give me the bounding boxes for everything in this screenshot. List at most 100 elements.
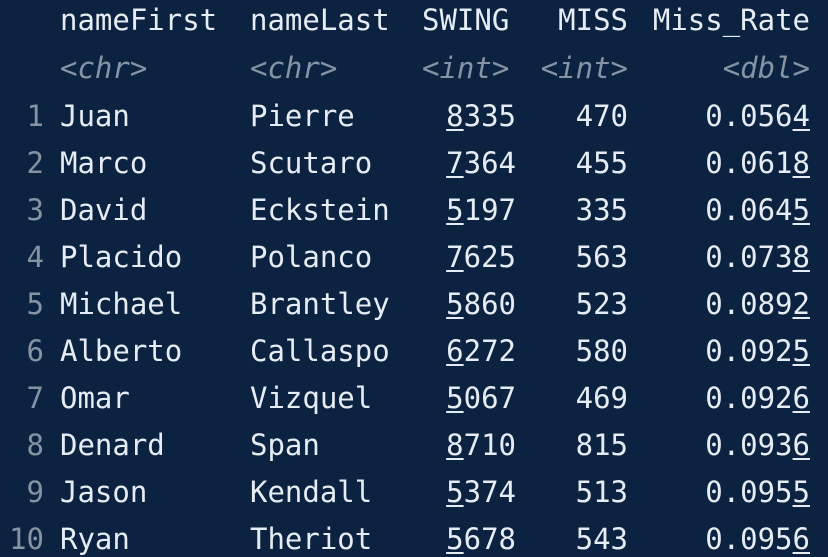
cell-miss: 469 [575, 381, 628, 415]
cell-miss-rate: 0.0955 [630, 474, 810, 510]
cell-namelast: Brantley [250, 287, 390, 321]
row-index: 6 [26, 334, 44, 368]
miss-rate-digits: 0.092 [705, 381, 793, 415]
column-type-miss-rate: <dbl> [722, 51, 810, 85]
swing-remaining-digits: 364 [463, 146, 516, 180]
column-header-swing: SWING [422, 3, 510, 37]
cell-namefirst: Ryan [60, 522, 130, 556]
miss-rate-last-digit: 5 [792, 193, 810, 227]
miss-rate-last-digit: 8 [792, 240, 810, 274]
cell-miss-rate: 0.0892 [630, 286, 810, 322]
swing-thousands-digit: 8 [446, 99, 464, 133]
miss-rate-digits: 0.095 [705, 475, 793, 509]
swing-remaining-digits: 374 [463, 475, 516, 509]
cell-miss: 563 [575, 240, 628, 274]
cell-namefirst: Denard [60, 428, 165, 462]
cell-miss-rate: 0.0956 [630, 521, 810, 557]
miss-rate-last-digit: 2 [792, 287, 810, 321]
miss-rate-last-digit: 4 [792, 99, 810, 133]
cell-namelast: Polanco [250, 240, 373, 274]
cell-miss: 523 [575, 287, 628, 321]
swing-thousands-digit: 5 [446, 381, 464, 415]
miss-rate-last-digit: 6 [792, 428, 810, 462]
swing-thousands-digit: 6 [446, 334, 464, 368]
r-console-output: nameFirst nameLast SWING MISS Miss_Rate … [9, 3, 810, 556]
column-header-namelast: nameLast [250, 3, 390, 37]
cell-namelast: Scutaro [250, 146, 373, 180]
cell-namelast: Vizquel [250, 381, 373, 415]
column-type-miss: <int> [540, 51, 628, 85]
row-index: 3 [26, 193, 44, 227]
swing-remaining-digits: 710 [463, 428, 516, 462]
swing-thousands-digit: 5 [446, 522, 464, 556]
swing-remaining-digits: 678 [463, 522, 516, 556]
swing-thousands-digit: 7 [446, 240, 464, 274]
row-index: 9 [26, 475, 44, 509]
cell-swing: 7625 [420, 239, 516, 275]
miss-rate-digits: 0.095 [705, 522, 793, 556]
cell-miss: 513 [575, 475, 628, 509]
cell-namefirst: Michael [60, 287, 183, 321]
miss-rate-digits: 0.061 [705, 146, 793, 180]
cell-namefirst: Marco [60, 146, 148, 180]
swing-thousands-digit: 5 [446, 193, 464, 227]
miss-rate-digits: 0.073 [705, 240, 793, 274]
cell-namelast: Kendall [250, 475, 373, 509]
cell-miss-rate: 0.0564 [630, 98, 810, 134]
cell-miss: 470 [575, 99, 628, 133]
cell-namefirst: Jason [60, 475, 148, 509]
swing-remaining-digits: 625 [463, 240, 516, 274]
column-header-miss-rate: Miss_Rate [652, 3, 810, 37]
cell-namelast: Eckstein [250, 193, 390, 227]
cell-namelast: Span [250, 428, 320, 462]
cell-swing: 5067 [420, 380, 516, 416]
cell-namefirst: Juan [60, 99, 130, 133]
miss-rate-last-digit: 5 [792, 475, 810, 509]
swing-remaining-digits: 067 [463, 381, 516, 415]
cell-namefirst: Placido [60, 240, 183, 274]
cell-swing: 6272 [420, 333, 516, 369]
cell-miss: 335 [575, 193, 628, 227]
row-index: 8 [26, 428, 44, 462]
cell-swing: 5860 [420, 286, 516, 322]
swing-thousands-digit: 5 [446, 287, 464, 321]
miss-rate-digits: 0.093 [705, 428, 793, 462]
swing-remaining-digits: 272 [463, 334, 516, 368]
miss-rate-last-digit: 6 [792, 381, 810, 415]
row-index: 2 [26, 146, 44, 180]
swing-remaining-digits: 860 [463, 287, 516, 321]
swing-thousands-digit: 5 [446, 475, 464, 509]
miss-rate-last-digit: 6 [792, 522, 810, 556]
miss-rate-digits: 0.056 [705, 99, 793, 133]
row-index: 7 [26, 381, 44, 415]
row-index: 4 [26, 240, 44, 274]
column-type-namefirst: <chr> [60, 51, 148, 85]
cell-namelast: Callaspo [250, 334, 390, 368]
cell-miss: 543 [575, 522, 628, 556]
cell-miss-rate: 0.0936 [630, 427, 810, 463]
row-index: 1 [26, 99, 44, 133]
miss-rate-digits: 0.064 [705, 193, 793, 227]
column-header-miss: MISS [558, 3, 628, 37]
swing-thousands-digit: 8 [446, 428, 464, 462]
cell-namefirst: Alberto [60, 334, 183, 368]
miss-rate-last-digit: 5 [792, 334, 810, 368]
cell-miss: 815 [575, 428, 628, 462]
column-header-namefirst: nameFirst [60, 3, 218, 37]
cell-namefirst: Omar [60, 381, 130, 415]
cell-namefirst: David [60, 193, 148, 227]
miss-rate-digits: 0.092 [705, 334, 793, 368]
row-index: 10 [9, 522, 44, 556]
column-type-namelast: <chr> [250, 51, 338, 85]
cell-miss-rate: 0.0738 [630, 239, 810, 275]
cell-swing: 5197 [420, 192, 516, 228]
cell-swing: 8710 [420, 427, 516, 463]
cell-swing: 7364 [420, 145, 516, 181]
swing-remaining-digits: 335 [463, 99, 516, 133]
cell-swing: 5374 [420, 474, 516, 510]
cell-swing: 8335 [420, 98, 516, 134]
cell-namelast: Pierre [250, 99, 355, 133]
row-index: 5 [26, 287, 44, 321]
cell-miss: 455 [575, 146, 628, 180]
cell-miss-rate: 0.0926 [630, 380, 810, 416]
